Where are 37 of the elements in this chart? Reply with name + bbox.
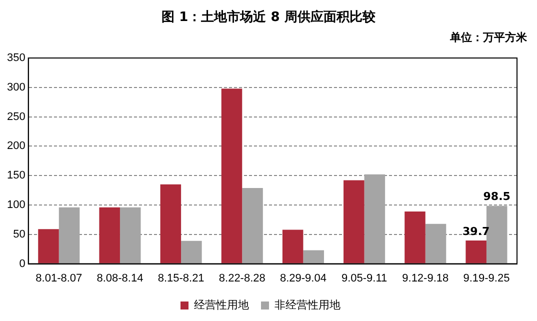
legend-label: 非经营性用地 xyxy=(274,298,340,312)
x-tick-label: 8.22-8.28 xyxy=(218,272,266,284)
bar xyxy=(404,211,426,264)
x-tick-label: 8.15-8.21 xyxy=(158,272,204,284)
chart-title: 图 1：土地市场近 8 周供应面积比较 xyxy=(160,8,376,26)
y-tick-label: 0 xyxy=(19,258,26,270)
bar xyxy=(242,188,263,264)
text: 单位：万平方米 xyxy=(450,30,527,45)
bar xyxy=(282,230,304,264)
x-tick-label: 9.19-9.25 xyxy=(463,272,510,284)
y-tick-label: 250 xyxy=(6,110,26,123)
bar xyxy=(58,207,80,264)
x-tick-label: 8.01-8.07 xyxy=(36,272,82,284)
bar xyxy=(221,88,242,264)
x-tick-label: 9.12-9.18 xyxy=(402,272,449,284)
x-tick-label: 9.05-9.11 xyxy=(341,272,388,284)
bar xyxy=(364,174,386,264)
bar xyxy=(120,207,141,264)
x-tick-label: 8.29-9.04 xyxy=(280,272,326,284)
bar xyxy=(466,240,486,264)
bar xyxy=(303,250,324,264)
data-label: 98.5 xyxy=(483,190,510,204)
x-tick-label: 8.08-8.14 xyxy=(96,272,144,284)
bar xyxy=(344,180,364,264)
y-tick-label: 300 xyxy=(6,81,26,94)
y-tick-label: 350 xyxy=(6,52,26,64)
bar xyxy=(181,240,202,264)
y-tick-label: 200 xyxy=(6,140,26,152)
data-label: 39.7 xyxy=(462,224,490,238)
y-tick-label: 100 xyxy=(6,199,26,212)
y-tick-label: 150 xyxy=(6,170,26,182)
bar xyxy=(425,224,446,264)
bar xyxy=(38,229,59,264)
bar xyxy=(99,207,120,264)
bar xyxy=(160,184,182,264)
legend-label: 经营性用地 xyxy=(194,298,249,312)
y-tick-label: 50 xyxy=(13,228,26,240)
